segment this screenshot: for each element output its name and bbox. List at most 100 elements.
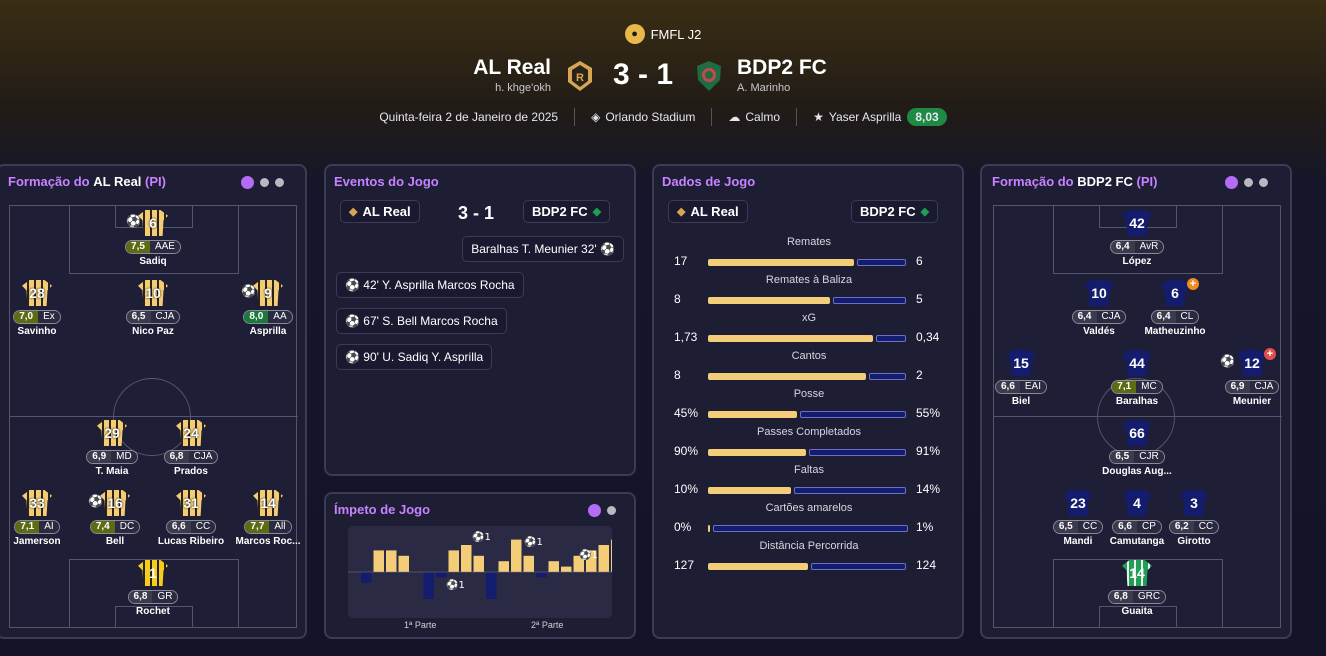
stat-home-value: 127: [674, 558, 695, 572]
player-position: DC: [114, 521, 140, 533]
player-card[interactable]: 44 7,1 MC Baralhas: [1092, 350, 1182, 407]
page-dot[interactable]: [241, 176, 254, 189]
stat-away-bar: [793, 487, 906, 494]
player-card[interactable]: 15 6,6 EAI Biel: [976, 350, 1066, 407]
page-dot[interactable]: [1225, 176, 1238, 189]
page-dots[interactable]: [588, 504, 616, 517]
player-card[interactable]: 6 6,4 CL Matheuzinho: [1130, 280, 1220, 337]
player-rating: 6,4: [1072, 311, 1097, 323]
stats-away-chip[interactable]: BDP2 FC ◆: [851, 200, 939, 223]
home-crest-icon[interactable]: R: [566, 60, 594, 92]
events-home-name: AL Real: [362, 204, 411, 219]
shirt-icon: 10: [1084, 280, 1114, 306]
potm-name[interactable]: Yaser Asprilla: [828, 110, 902, 124]
stat-home-value: 17: [674, 254, 688, 268]
momentum-bar: [361, 572, 372, 583]
away-team-header[interactable]: BDP2 FC A. Marinho: [737, 56, 827, 94]
event-item[interactable]: Baralhas T. Meunier 32' ⚽: [462, 236, 624, 262]
page-dot[interactable]: [1244, 178, 1253, 187]
stat-away-bar: [713, 525, 908, 532]
pitch: [993, 205, 1282, 628]
momentum-bar: [598, 545, 609, 572]
events-home-chip[interactable]: ◆ AL Real: [340, 200, 420, 223]
shirt-icon: 15: [1006, 350, 1036, 376]
events-away-name: BDP2 FC: [532, 204, 588, 219]
weather-icon: ☁: [728, 110, 741, 124]
player-card[interactable]: 9 8,0 AA Asprilla: [223, 280, 313, 337]
player-card[interactable]: 23 6,5 CC Mandi: [1033, 490, 1123, 547]
player-card[interactable]: 66 6,5 CJR Douglas Aug...: [1092, 420, 1182, 477]
player-card[interactable]: 14 7,7 All Marcos Roc...: [223, 490, 313, 547]
player-name: Douglas Aug...: [1102, 466, 1172, 477]
event-item[interactable]: ⚽ 42' Y. Asprilla Marcos Rocha: [336, 272, 524, 298]
rating-chip: 6,5 CJR: [1109, 450, 1165, 464]
page-dots[interactable]: [1225, 176, 1268, 189]
page-dot[interactable]: [275, 178, 284, 187]
stats-home-chip[interactable]: ◆ AL Real: [668, 200, 748, 223]
page-dot[interactable]: [607, 506, 616, 515]
stadium-name[interactable]: Orlando Stadium: [605, 110, 696, 124]
momentum-bar: [498, 561, 509, 572]
home-manager[interactable]: h. khge'okh: [495, 82, 551, 94]
shirt-number: 16: [107, 495, 123, 511]
stat-home-bar: [708, 449, 807, 456]
player-rating: 6,2: [1169, 521, 1194, 533]
stat-home-bar: [708, 335, 874, 342]
player-card[interactable]: 29 6,9 MD T. Maia: [67, 420, 157, 477]
competition-name[interactable]: FMFL J2: [650, 26, 702, 42]
event-item[interactable]: ⚽ 90' U. Sadiq Y. Asprilla: [336, 344, 493, 370]
half1-label: 1ª Parte: [404, 620, 437, 630]
page-dot[interactable]: [260, 178, 269, 187]
momentum-bar: [573, 555, 584, 572]
player-name: Nico Paz: [132, 326, 174, 337]
player-name: Prados: [174, 466, 208, 477]
shirt-number: 6: [149, 215, 157, 231]
rating-chip: 7,1 MC: [1111, 380, 1163, 394]
player-name: Matheuzinho: [1144, 326, 1206, 337]
player-card[interactable]: 16 7,4 DC Bell: [70, 490, 160, 547]
home-team-name[interactable]: AL Real: [473, 56, 551, 79]
player-position: CJA: [1096, 311, 1126, 323]
goal-ball-icon: ⚽: [126, 214, 141, 228]
player-rating: 6,5: [126, 311, 151, 323]
page-dot[interactable]: [1259, 178, 1268, 187]
momentum-panel: Ímpeto de Jogo ⚽1 ⚽1 ⚽1 ⚽1 1ª Parte 2ª Part…: [324, 492, 636, 639]
player-card[interactable]: 6 7,5 AAE Sadiq: [108, 210, 198, 267]
home-crest-icon: ◆: [349, 206, 358, 218]
page-dots[interactable]: [241, 176, 284, 189]
player-card[interactable]: 14 6,8 GRC Guaita: [1092, 560, 1182, 617]
player-position: All: [269, 521, 291, 533]
shirt-icon: 24: [176, 420, 206, 446]
player-card[interactable]: 42 6,4 AvR López: [1092, 210, 1182, 267]
away-crest-icon[interactable]: [695, 60, 723, 92]
rating-chip: 6,9 CJA: [1224, 380, 1280, 394]
momentum-bar: [561, 566, 572, 572]
player-card[interactable]: 33 7,1 AI Jamerson: [0, 490, 82, 547]
player-card[interactable]: 24 6,8 CJA Prados: [146, 420, 236, 477]
player-card[interactable]: 31 6,6 CC Lucas Ribeiro: [146, 490, 236, 547]
player-card[interactable]: 28 7,0 Ex Savinho: [0, 280, 82, 337]
player-position: CC: [1193, 521, 1219, 533]
player-card[interactable]: 10 6,4 CJA Valdés: [1054, 280, 1144, 337]
player-card[interactable]: 3 6,2 CC Girotto: [1149, 490, 1239, 547]
away-manager[interactable]: A. Marinho: [737, 82, 791, 94]
events-away-chip[interactable]: BDP2 FC ◆: [523, 200, 611, 223]
svg-text:R: R: [576, 72, 584, 84]
away-crest-icon: ◆: [592, 206, 602, 218]
player-card[interactable]: 4 6,6 CP Camutanga: [1092, 490, 1182, 547]
event-item[interactable]: ⚽ 67' S. Bell Marcos Rocha: [336, 308, 507, 334]
player-card[interactable]: 1 6,8 GR Rochet: [108, 560, 198, 617]
stat-away-value: 124: [916, 558, 937, 572]
away-team-name[interactable]: BDP2 FC: [737, 56, 827, 79]
shirt-number: 23: [1070, 495, 1086, 511]
stat-away-value: 6: [916, 254, 923, 268]
shirt-icon: 10: [138, 280, 168, 306]
home-team-header[interactable]: AL Real h. khge'okh: [473, 56, 551, 94]
player-card[interactable]: 12 6,9 CJA Meunier: [1207, 350, 1297, 407]
stat-away-bar: [809, 449, 906, 456]
page-dot[interactable]: [588, 504, 601, 517]
goal-marker: ⚽1: [523, 535, 543, 548]
player-card[interactable]: 10 6,5 CJA Nico Paz: [108, 280, 198, 337]
event-text: Baralhas T. Meunier 32': [471, 242, 597, 256]
stat-away-value: 1%: [916, 520, 934, 534]
